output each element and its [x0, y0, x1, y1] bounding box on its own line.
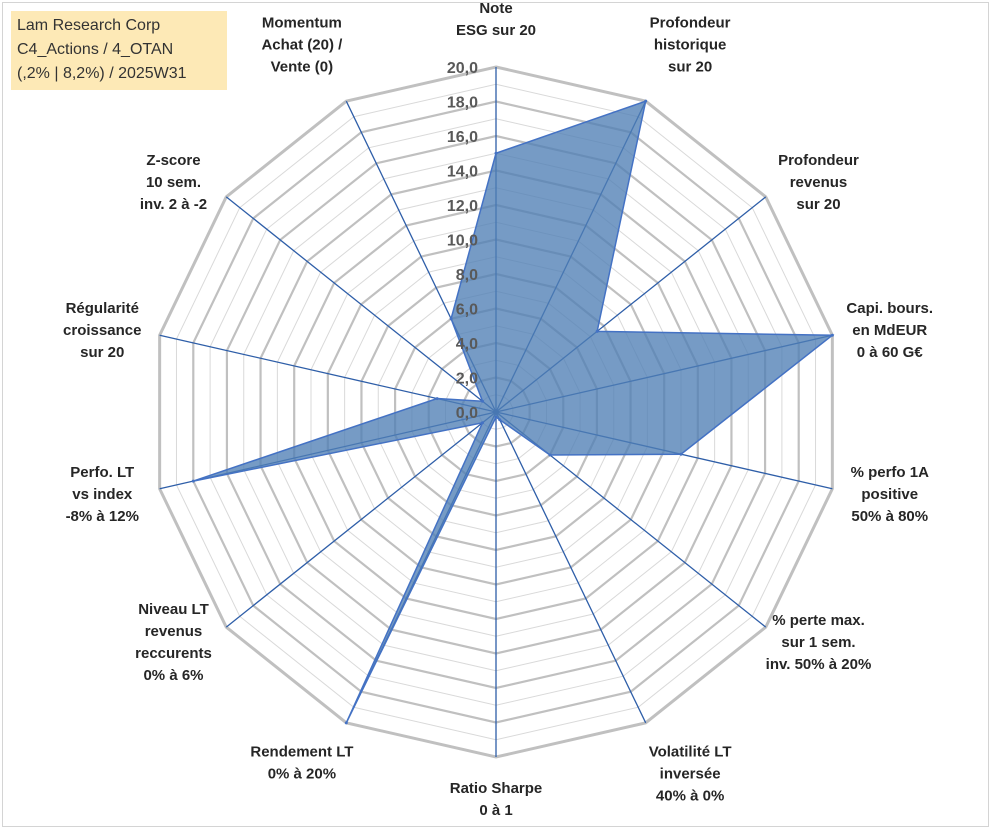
axis-label-line: Vente (0): [271, 59, 334, 76]
tick-label: 0,0: [456, 405, 478, 422]
data-point: [481, 421, 485, 425]
axis-label: Z-score 10 sem. inv. 2 à -2: [140, 152, 207, 213]
security-info-box: Lam Research Corp C4_Actions / 4_OTAN (,…: [11, 11, 227, 90]
axis-label-line: inv. 50% à 20%: [766, 656, 872, 673]
axis-label-line: sur 20: [796, 196, 840, 213]
axis-label-line: en MdEUR: [852, 322, 927, 339]
tick-label: 16,0: [447, 129, 478, 146]
security-period: (,2% | 8,2%) / 2025W31: [17, 65, 187, 82]
axis-label-line: reccurents: [135, 645, 212, 662]
data-point: [494, 415, 498, 419]
axis-label-line: inv. 2 à -2: [140, 196, 207, 213]
axis-label-line: Ratio Sharpe: [450, 780, 543, 797]
data-point: [344, 721, 348, 725]
data-point: [595, 329, 599, 333]
axis-label-line: sur 20: [80, 344, 124, 361]
axis-label-line: revenus: [790, 174, 848, 191]
axis-label: Capi. bours. en MdEUR 0 à 60 G€: [846, 300, 933, 361]
data-point: [498, 418, 502, 422]
axis-label-line: Note: [479, 0, 512, 17]
axis-label-line: 0 à 60 G€: [857, 344, 924, 361]
axis-label-line: positive: [861, 486, 918, 503]
tick-label: 8,0: [456, 267, 478, 284]
axis-label-line: croissance: [63, 322, 141, 339]
axis-label-line: 40% à 0%: [656, 787, 724, 804]
tick-label: 20,0: [447, 60, 478, 77]
axis-label-line: -8% à 12%: [66, 508, 139, 525]
axis-label: Momentum Achat (20) / Vente (0): [261, 15, 343, 76]
axis-labels: Note ESG sur 20 Profondeur historique sur 20…: [63, 0, 933, 819]
axis-label-line: 0 à 1: [479, 802, 512, 819]
axis-label: Note ESG sur 20: [456, 0, 536, 39]
axis-spoke: [225, 196, 497, 413]
radar-series: [191, 99, 835, 725]
axis-label-line: 0% à 20%: [268, 765, 336, 782]
axis-label-line: inversée: [660, 765, 721, 782]
axis-label: Profondeur historique sur 20: [650, 15, 731, 76]
radial-tick-labels: 0,0 2,0 4,0 6,0 8,0 10,0 12,0 14,0 16,0 18,0 20,0: [447, 60, 478, 422]
security-category: C4_Actions / 4_OTAN: [17, 41, 174, 58]
tick-label: 2,0: [456, 371, 478, 388]
axis-spoke: [225, 411, 497, 628]
axis-label-line: 10 sem.: [146, 174, 201, 191]
axis-label-line: Perfo. LT: [70, 464, 134, 481]
axis-label-line: sur 20: [668, 59, 712, 76]
axis-label: % perte max. sur 1 sem. inv. 50% à 20%: [766, 612, 872, 673]
axis-label-line: revenus: [145, 623, 203, 640]
tick-label: 6,0: [456, 302, 478, 319]
axis-label: Volatilité LT inversée 40% à 0%: [649, 743, 732, 804]
data-point: [435, 397, 439, 401]
axis-label-line: Momentum: [262, 15, 342, 32]
tick-label: 10,0: [447, 233, 478, 250]
axis-label-line: Volatilité LT: [649, 743, 732, 760]
axis-spoke: [495, 411, 647, 724]
axis-label-line: Achat (20) /: [261, 37, 343, 54]
series-area: [193, 100, 835, 724]
axis-label-line: Niveau LT: [138, 601, 209, 618]
axis-label-line: sur 1 sem.: [781, 634, 855, 651]
axis-label-line: Capi. bours.: [846, 300, 933, 317]
tick-label: 14,0: [447, 164, 478, 181]
tick-label: 18,0: [447, 95, 478, 112]
axis-label-line: 0% à 6%: [143, 667, 203, 684]
data-point: [830, 333, 834, 337]
axis-label-line: Régularité: [66, 300, 139, 317]
data-point: [644, 99, 648, 103]
axis-label-line: ESG sur 20: [456, 22, 536, 39]
axis-label-line: historique: [654, 37, 727, 54]
axis-label: Régularité croissance sur 20: [63, 300, 141, 361]
axis-label-line: Profondeur: [650, 15, 731, 32]
tick-label: 4,0: [456, 336, 478, 353]
data-point: [679, 452, 683, 456]
axis-label-line: Z-score: [146, 152, 200, 169]
axis-label: Rendement LT 0% à 20%: [250, 743, 353, 782]
axis-label: % perfo 1A positive 50% à 80%: [851, 464, 930, 525]
axis-label: Profondeur revenus sur 20: [778, 152, 859, 213]
axis-label-line: 50% à 80%: [851, 508, 928, 525]
data-point: [481, 399, 485, 403]
axis-label: Niveau LT revenus reccurents 0% à 6%: [135, 601, 212, 684]
data-point: [494, 151, 498, 155]
axis-label-line: Rendement LT: [250, 743, 353, 760]
axis-label-line: Profondeur: [778, 152, 859, 169]
axis-label-line: % perte max.: [772, 612, 865, 629]
axis-label: Ratio Sharpe 0 à 1: [450, 780, 543, 819]
axis-label-line: % perfo 1A: [851, 464, 930, 481]
axis-label: Perfo. LT vs index -8% à 12%: [66, 464, 139, 525]
data-point: [191, 479, 195, 483]
tick-label: 12,0: [447, 198, 478, 215]
data-point: [548, 453, 552, 457]
security-name: Lam Research Corp: [17, 17, 161, 34]
data-point: [449, 317, 453, 321]
axis-label-line: vs index: [72, 486, 133, 503]
